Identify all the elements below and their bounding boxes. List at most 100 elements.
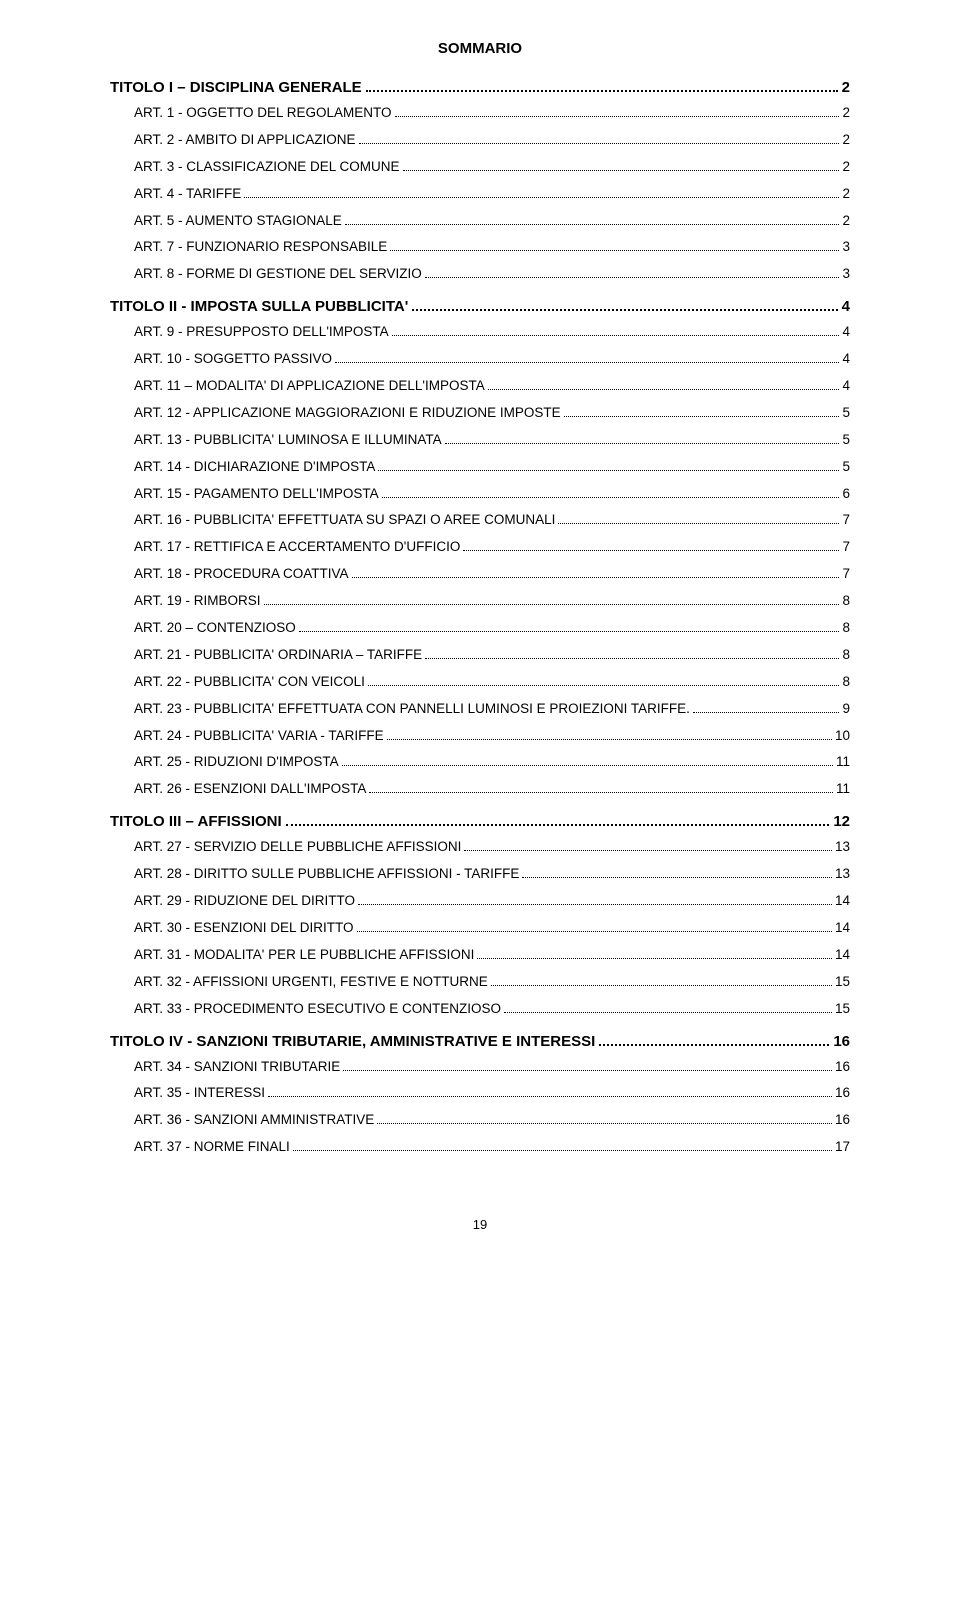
toc-entry-page: 14 (835, 892, 850, 911)
dot-leader (368, 685, 840, 686)
dot-leader (377, 1123, 832, 1124)
dot-leader (392, 335, 840, 336)
toc-entry-label: ART. 23 - PUBBLICITA' EFFETTUATA CON PAN… (134, 700, 690, 719)
toc-entry-label: ART. 37 - NORME FINALI (134, 1138, 290, 1157)
toc-entry-page: 16 (835, 1111, 850, 1130)
toc-entry: ART. 30 - ESENZIONI DEL DIRITTO 14 (134, 919, 850, 938)
toc-entry-page: 15 (835, 973, 850, 992)
dot-leader (299, 631, 840, 632)
dot-leader (425, 658, 839, 659)
dot-leader (359, 143, 840, 144)
dot-leader (491, 985, 832, 986)
dot-leader (358, 904, 832, 905)
section-heading-page: 2 (842, 79, 850, 96)
dot-leader (558, 523, 839, 524)
toc-entry-label: ART. 34 - SANZIONI TRIBUTARIE (134, 1058, 340, 1077)
section-heading-label: TITOLO III – AFFISSIONI (110, 813, 282, 830)
toc-entry: ART. 13 - PUBBLICITA' LUMINOSA E ILLUMIN… (134, 431, 850, 450)
dot-leader (395, 116, 840, 117)
toc-entry-page: 2 (842, 185, 850, 204)
toc-entry-label: ART. 9 - PRESUPPOSTO DELL'IMPOSTA (134, 323, 389, 342)
dot-leader (564, 416, 840, 417)
toc-entry: ART. 15 - PAGAMENTO DELL'IMPOSTA 6 (134, 485, 850, 504)
toc-entry-page: 8 (842, 673, 850, 692)
toc-entry-page: 2 (842, 131, 850, 150)
toc-entry-page: 11 (836, 780, 850, 799)
toc-entry-label: ART. 24 - PUBBLICITA' VARIA - TARIFFE (134, 727, 384, 746)
toc-entry-label: ART. 2 - AMBITO DI APPLICAZIONE (134, 131, 356, 150)
toc-entry-page: 2 (842, 104, 850, 123)
dot-leader (343, 1070, 832, 1071)
toc-entry-label: ART. 25 - RIDUZIONI D'IMPOSTA (134, 753, 339, 772)
toc-entry: ART. 16 - PUBBLICITA' EFFETTUATA SU SPAZ… (134, 511, 850, 530)
dot-leader (693, 712, 840, 713)
toc-entry-label: ART. 13 - PUBBLICITA' LUMINOSA E ILLUMIN… (134, 431, 442, 450)
toc-entry: ART. 26 - ESENZIONI DALL'IMPOSTA 11 (134, 780, 850, 799)
dot-leader (335, 362, 839, 363)
toc-entry: ART. 12 - APPLICAZIONE MAGGIORAZIONI E R… (134, 404, 850, 423)
dot-leader (390, 250, 839, 251)
dot-leader (293, 1150, 832, 1151)
dot-leader (342, 765, 833, 766)
toc-entry: ART. 37 - NORME FINALI 17 (134, 1138, 850, 1157)
toc-entry-label: ART. 18 - PROCEDURA COATTIVA (134, 565, 349, 584)
section-heading-page: 12 (833, 813, 850, 830)
dot-leader (488, 389, 840, 390)
toc-entry-page: 7 (842, 565, 850, 584)
toc-entry: ART. 29 - RIDUZIONE DEL DIRITTO 14 (134, 892, 850, 911)
toc-entry: ART. 34 - SANZIONI TRIBUTARIE 16 (134, 1058, 850, 1077)
toc-entry-page: 16 (835, 1084, 850, 1103)
toc-container: TITOLO I – DISCIPLINA GENERALE 2ART. 1 -… (110, 79, 850, 1157)
toc-entry-page: 7 (842, 511, 850, 530)
dot-leader (264, 604, 840, 605)
dot-leader (366, 90, 838, 92)
toc-entry-page: 14 (835, 946, 850, 965)
toc-entry-page: 3 (842, 238, 850, 257)
toc-entry: ART. 9 - PRESUPPOSTO DELL'IMPOSTA 4 (134, 323, 850, 342)
toc-title: SOMMARIO (110, 40, 850, 57)
toc-entry-label: ART. 22 - PUBBLICITA' CON VEICOLI (134, 673, 365, 692)
toc-entry-label: ART. 7 - FUNZIONARIO RESPONSABILE (134, 238, 387, 257)
toc-entry: ART. 7 - FUNZIONARIO RESPONSABILE 3 (134, 238, 850, 257)
toc-entry-page: 10 (835, 727, 850, 746)
toc-entry-label: ART. 14 - DICHIARAZIONE D'IMPOSTA (134, 458, 375, 477)
toc-entry: ART. 25 - RIDUZIONI D'IMPOSTA 11 (134, 753, 850, 772)
dot-leader (464, 850, 832, 851)
dot-leader (387, 739, 832, 740)
toc-entry: ART. 32 - AFFISSIONI URGENTI, FESTIVE E … (134, 973, 850, 992)
toc-entry-page: 13 (835, 865, 850, 884)
toc-entry-label: ART. 12 - APPLICAZIONE MAGGIORAZIONI E R… (134, 404, 561, 423)
toc-entry: ART. 31 - MODALITA' PER LE PUBBLICHE AFF… (134, 946, 850, 965)
toc-entry: ART. 23 - PUBBLICITA' EFFETTUATA CON PAN… (134, 700, 850, 719)
toc-entry-label: ART. 29 - RIDUZIONE DEL DIRITTO (134, 892, 355, 911)
toc-entry: ART. 4 - TARIFFE 2 (134, 185, 850, 204)
toc-entry-page: 17 (835, 1138, 850, 1157)
toc-entry-label: ART. 26 - ESENZIONI DALL'IMPOSTA (134, 780, 366, 799)
toc-entry-label: ART. 31 - MODALITA' PER LE PUBBLICHE AFF… (134, 946, 474, 965)
dot-leader (345, 224, 840, 225)
toc-entry: ART. 8 - FORME DI GESTIONE DEL SERVIZIO … (134, 265, 850, 284)
toc-entry: ART. 22 - PUBBLICITA' CON VEICOLI 8 (134, 673, 850, 692)
toc-entry-label: ART. 33 - PROCEDIMENTO ESECUTIVO E CONTE… (134, 1000, 501, 1019)
toc-entry-label: ART. 16 - PUBBLICITA' EFFETTUATA SU SPAZ… (134, 511, 555, 530)
toc-entry: ART. 2 - AMBITO DI APPLICAZIONE 2 (134, 131, 850, 150)
toc-entry: ART. 20 – CONTENZIOSO 8 (134, 619, 850, 638)
toc-entry-label: ART. 10 - SOGGETTO PASSIVO (134, 350, 332, 369)
toc-entry-page: 11 (836, 753, 850, 772)
toc-entry-page: 2 (842, 158, 850, 177)
dot-leader (522, 877, 832, 878)
dot-leader (369, 792, 833, 793)
toc-entry-page: 16 (835, 1058, 850, 1077)
toc-entry: ART. 35 - INTERESSI 16 (134, 1084, 850, 1103)
toc-entry: ART. 11 – MODALITA' DI APPLICAZIONE DELL… (134, 377, 850, 396)
toc-entry-page: 8 (842, 592, 850, 611)
toc-entry-page: 5 (842, 431, 850, 450)
toc-entry-label: ART. 35 - INTERESSI (134, 1084, 265, 1103)
toc-entry-page: 7 (842, 538, 850, 557)
dot-leader (244, 197, 839, 198)
toc-entry: ART. 36 - SANZIONI AMMINISTRATIVE 16 (134, 1111, 850, 1130)
dot-leader (286, 824, 830, 826)
toc-entry-label: ART. 30 - ESENZIONI DEL DIRITTO (134, 919, 354, 938)
toc-entry-label: ART. 27 - SERVIZIO DELLE PUBBLICHE AFFIS… (134, 838, 461, 857)
dot-leader (357, 931, 832, 932)
